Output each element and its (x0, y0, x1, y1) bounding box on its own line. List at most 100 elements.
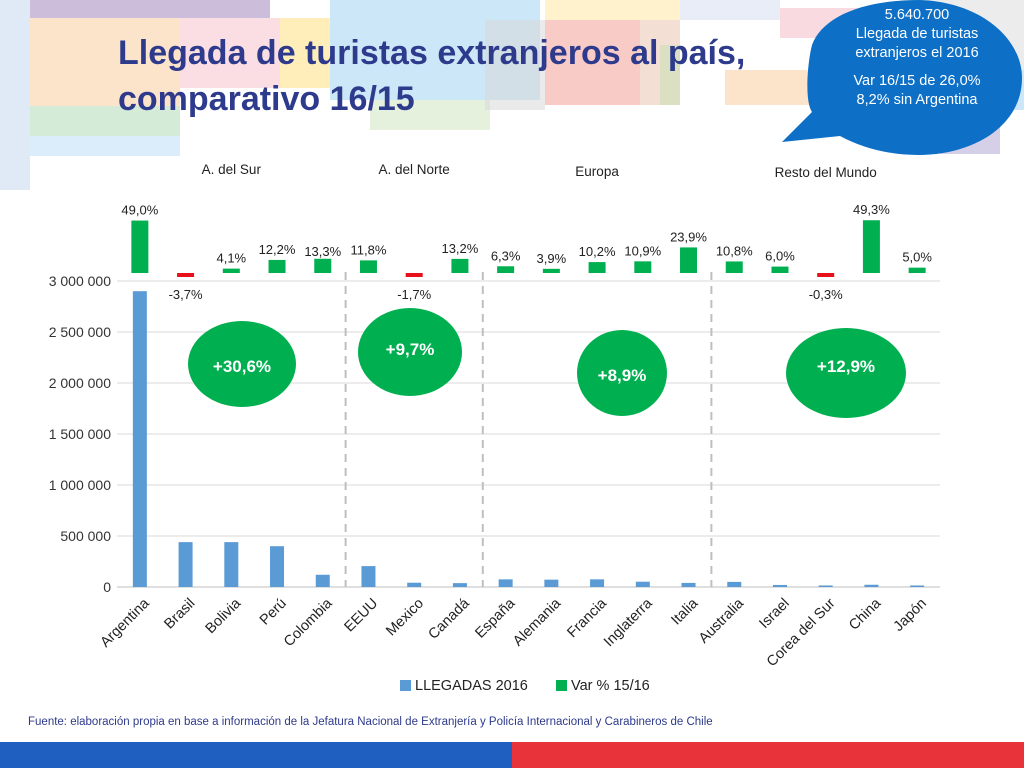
callout-line-1: Llegada de turistas (855, 26, 979, 42)
arrival-bar (224, 542, 239, 587)
source-note: Fuente: elaboración propia en base a inf… (28, 716, 713, 728)
variation-label: 23,9% (670, 229, 707, 244)
variation-label: -1,7% (397, 287, 431, 302)
arrival-bar (361, 566, 376, 587)
x-tick-label: Canadá (426, 595, 474, 643)
variation-label: 49,3% (853, 202, 890, 217)
arrival-bar (635, 581, 650, 587)
variation-label: 6,0% (765, 249, 795, 264)
arrival-bar (270, 546, 285, 587)
variation-label: 13,2% (441, 241, 478, 256)
x-tick-label: Brasil (161, 596, 198, 633)
y-tick-label: 2 000 000 (49, 375, 111, 391)
x-tick-label: Italia (668, 595, 702, 629)
variation-label: 13,3% (304, 244, 341, 259)
x-tick-label: Australia (696, 595, 748, 647)
deco-block (370, 100, 490, 130)
growth-label: +9,7% (386, 340, 435, 359)
growth-ellipse (786, 328, 906, 418)
growth-ellipse (358, 308, 462, 396)
y-tick-label: 1 000 000 (49, 477, 111, 493)
deco-block (660, 45, 680, 105)
x-tick-label: España (472, 595, 519, 642)
arrival-bar (407, 582, 422, 587)
arrival-bars (132, 291, 925, 587)
variation-label: 49,0% (121, 203, 158, 218)
growth-label: +12,9% (817, 357, 875, 376)
variation-label: 3,9% (537, 251, 567, 266)
callout-total: 5.640.700 (884, 7, 950, 23)
variation-label: 11,8% (351, 242, 387, 257)
arrival-bar (178, 542, 193, 587)
variation-label: 10,8% (716, 243, 753, 258)
x-tick-label: Perú (257, 596, 290, 629)
deco-block (545, 0, 680, 20)
legend-label-arrivals: LLEGADAS 2016 (415, 678, 528, 694)
bottom-bar-red (512, 742, 1024, 768)
variation-label: 10,2% (579, 244, 616, 259)
deco-block (0, 0, 30, 190)
arrival-bar (772, 584, 787, 587)
variation-bar (817, 273, 835, 277)
x-tick-label: EEUU (341, 596, 381, 636)
x-tick-label: China (846, 595, 885, 634)
callout-line-4: 8,2% sin Argentina (856, 92, 978, 108)
bottom-bar-blue (0, 742, 512, 768)
deco-block (30, 0, 270, 18)
callout-bubble-shape (782, 0, 1022, 155)
variation-label: 4,1% (216, 251, 246, 266)
legend: LLEGADAS 2016 Var % 15/16 (400, 678, 650, 694)
arrival-bar (132, 291, 147, 587)
variation-bar (314, 258, 332, 273)
deco-block (725, 70, 815, 105)
variation-bar (497, 266, 515, 273)
y-tick-label: 1 500 000 (49, 426, 111, 442)
x-tick-label: Bolivia (203, 595, 245, 637)
callout-text: 5.640.700 Llegada de turistas extranjero… (812, 6, 1022, 110)
variation-bar (542, 268, 560, 273)
x-tick-label: Argentina (97, 595, 153, 651)
y-tick-label: 2 500 000 (49, 324, 111, 340)
y-axis: 0 500 000 1 000 000 1 500 000 2 000 000 2 500… (49, 273, 112, 595)
y-tick-label: 0 (103, 579, 111, 595)
x-tick-label: Colombia (281, 595, 336, 650)
deco-block (30, 136, 180, 156)
group-label: A. del Norte (379, 162, 450, 177)
group-label: Europa (575, 164, 619, 179)
legend-label-variation: Var % 15/16 (571, 678, 650, 694)
deco-block (280, 18, 330, 88)
variation-label: 5,0% (902, 250, 932, 265)
arrival-bar (452, 583, 467, 587)
group-label: A. del Sur (202, 162, 262, 177)
variation-label: -3,7% (169, 287, 203, 302)
x-tick-label: Francia (564, 595, 610, 641)
arrival-bar (544, 579, 559, 587)
arrival-bar (315, 574, 330, 587)
variation-bar (131, 220, 149, 273)
arrival-bar (681, 582, 696, 587)
variation-bars: 49,0% -3,7% 4,1% 12,2% 13,3% 11,8% -1,7% 13,2% 6… (121, 202, 932, 302)
group-dividers (344, 272, 713, 587)
deco-block (485, 20, 545, 110)
arrival-bar (864, 584, 879, 587)
variation-label: 12,2% (259, 242, 296, 257)
callout-bubble (782, 0, 1022, 155)
group-labels: A. del Sur A. del Norte Europa Resto del Mu… (202, 162, 877, 180)
variation-label: 6,3% (491, 248, 521, 263)
arrival-bar (910, 585, 925, 587)
deco-block (680, 0, 780, 20)
arrival-bar (590, 579, 605, 587)
variation-bar (634, 261, 652, 273)
variation-bar (771, 266, 789, 273)
deco-block (180, 18, 280, 88)
legend-swatch-variation (556, 680, 567, 691)
group-label: Resto del Mundo (775, 165, 877, 180)
y-tick-label: 3 000 000 (49, 273, 111, 289)
y-tick-label: 500 000 (60, 528, 111, 544)
variation-bar (177, 273, 195, 277)
deco-block (30, 106, 180, 136)
growth-label: +30,6% (213, 357, 271, 376)
arrival-bar (818, 585, 833, 587)
variation-bar (908, 267, 926, 273)
